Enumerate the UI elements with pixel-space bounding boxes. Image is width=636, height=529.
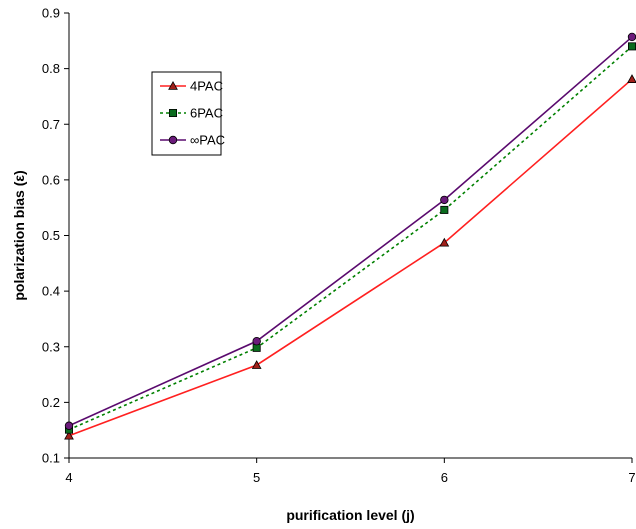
- legend-label: 4PAC: [190, 79, 223, 94]
- data-point: [439, 237, 450, 247]
- legend-entry: 4PAC: [160, 79, 223, 94]
- y-axis-ticks: 0.1 0.2 0.3 0.4 0.5 0.6 0.7 0.8 0.9: [42, 6, 69, 466]
- legend-marker: [168, 80, 178, 90]
- legend-marker: [168, 109, 177, 118]
- y-tick-label: 0.2: [42, 395, 60, 410]
- x-axis-title: purification level (j): [286, 507, 414, 523]
- series-line: [68, 45, 633, 431]
- y-tick-label: 0.1: [42, 451, 60, 466]
- legend: 4PAC 6PAC ∞PAC: [151, 71, 225, 156]
- legend-entry: 6PAC: [160, 106, 223, 121]
- y-tick-label: 0.6: [42, 172, 60, 187]
- y-tick-label: 0.5: [42, 228, 60, 243]
- series-line: [68, 78, 633, 437]
- legend-entry: ∞PAC: [160, 133, 225, 148]
- data-point: [252, 336, 261, 346]
- series-3: [64, 32, 636, 430]
- data-point: [440, 205, 449, 214]
- legend-label: 6PAC: [190, 106, 223, 121]
- series-layer: [64, 32, 636, 440]
- x-axis-ticks: 4 5 6 7: [65, 458, 636, 485]
- x-tick-label: 5: [253, 470, 260, 485]
- legend-label: ∞PAC: [190, 133, 225, 148]
- y-tick-label: 0.9: [42, 6, 60, 21]
- data-point: [251, 360, 262, 369]
- data-point: [64, 421, 74, 430]
- x-tick-label: 4: [65, 470, 72, 485]
- x-tick-label: 7: [628, 470, 635, 485]
- y-tick-label: 0.7: [42, 117, 60, 132]
- series-2: [65, 42, 636, 434]
- y-axis-title: polarization bias (ε): [11, 170, 27, 300]
- series-line: [68, 36, 633, 427]
- data-point: [627, 32, 636, 42]
- series-1: [64, 74, 636, 440]
- legend-marker: [168, 135, 178, 145]
- y-tick-label: 0.3: [42, 339, 60, 354]
- x-tick-label: 6: [441, 470, 448, 485]
- y-tick-label: 0.8: [42, 61, 60, 76]
- data-point: [627, 74, 636, 83]
- y-tick-label: 0.4: [42, 284, 60, 299]
- data-point: [64, 430, 74, 440]
- data-point: [440, 195, 449, 205]
- data-point: [628, 42, 636, 51]
